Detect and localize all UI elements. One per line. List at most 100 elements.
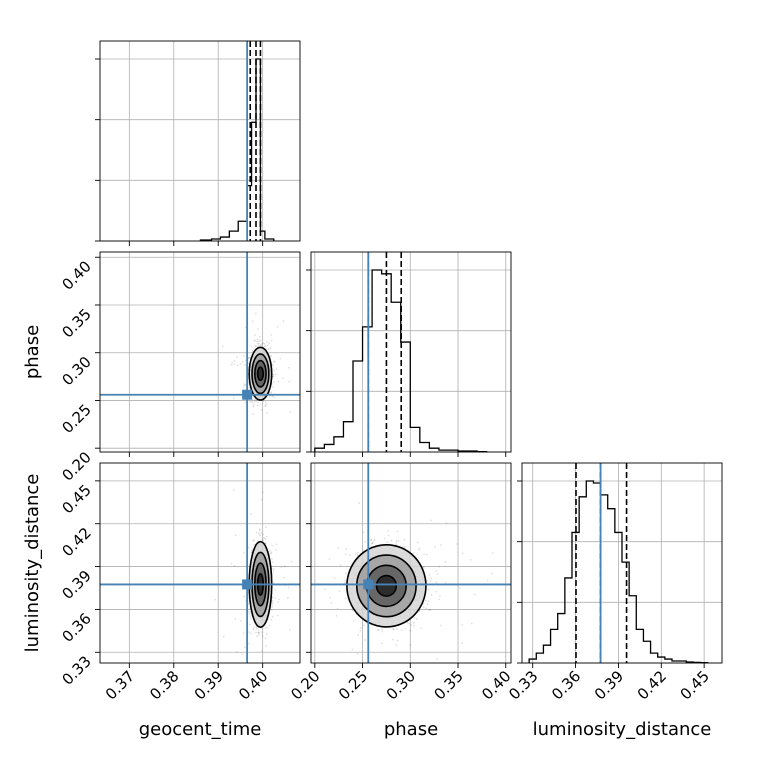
scatter-point: [403, 538, 406, 541]
scatter-point: [420, 627, 423, 630]
scatter-point: [406, 621, 409, 624]
scatter-point: [377, 628, 380, 631]
scatter-point: [364, 639, 366, 641]
scatter-point: [426, 553, 428, 556]
scatter-point: [255, 345, 257, 347]
xtick-label: 0.38: [146, 667, 182, 703]
scatter-point: [324, 588, 326, 591]
scatter-point: [551, 588, 553, 590]
scatter-point: [428, 609, 431, 612]
scatter-point: [357, 634, 360, 636]
scatter-point: [271, 561, 274, 564]
scatter-point: [383, 537, 386, 540]
scatter-point: [242, 551, 245, 554]
scatter-point: [418, 547, 421, 550]
scatter-point: [491, 552, 494, 554]
scatter-point: [244, 364, 246, 366]
scatter-point: [434, 546, 436, 549]
ytick-label: 0.36: [58, 610, 94, 646]
scatter-point: [255, 531, 258, 534]
xtick-label: 0.36: [548, 667, 584, 703]
xaxis-label-luminosity_distance: luminosity_distance: [533, 719, 712, 740]
scatter-point: [264, 404, 267, 407]
scatter-point: [274, 548, 277, 551]
scatter-point: [290, 560, 293, 563]
scatter-point: [409, 644, 412, 646]
scatter-point: [354, 553, 357, 555]
scatter-point: [347, 747, 349, 749]
scatter-point: [438, 565, 440, 568]
xtick-label: 0.40: [478, 667, 514, 703]
scatter-point: [422, 606, 425, 609]
scatter-point: [242, 386, 245, 388]
scatter-point: [265, 403, 268, 406]
scatter-point: [381, 628, 384, 631]
scatter-point: [247, 356, 250, 359]
scatter-point: [270, 557, 273, 560]
scatter-point: [352, 619, 355, 622]
ytick-label: 0.30: [58, 353, 94, 389]
scatter-point: [275, 543, 278, 546]
scatter-point: [435, 581, 438, 584]
xtick-label: 0.42: [634, 667, 670, 703]
scatter-point: [272, 581, 275, 584]
scatter-point: [272, 373, 275, 376]
scatter-point: [234, 534, 237, 537]
scatter-point: [328, 558, 331, 560]
scatter-point: [270, 339, 273, 342]
scatter-point: [258, 528, 261, 531]
scatter-point: [247, 631, 250, 634]
scatter-point: [357, 551, 359, 554]
scatter-point: [256, 338, 259, 341]
scatter-point: [409, 629, 412, 632]
scatter-point: [337, 546, 340, 549]
scatter-point: [376, 665, 378, 667]
scatter-point: [425, 607, 428, 610]
scatter-point: [252, 413, 254, 415]
scatter-point: [381, 630, 384, 633]
scatter-point: [269, 347, 272, 350]
scatter-point: [395, 540, 398, 542]
scatter-point: [277, 601, 279, 604]
scatter-point: [272, 568, 275, 571]
scatter-point: [343, 581, 346, 584]
scatter-point: [473, 593, 476, 596]
contour-line: [248, 346, 273, 401]
contour-line: [256, 366, 265, 382]
scatter-point: [264, 345, 267, 348]
scatter-point: [264, 637, 267, 640]
scatter-point: [387, 530, 389, 532]
xtick-label: 0.39: [591, 667, 627, 703]
scatter-point: [436, 658, 438, 661]
scatter-point: [391, 638, 394, 641]
scatter-point: [257, 401, 260, 404]
scatter-point: [249, 623, 252, 626]
hist-frame: [310, 251, 512, 453]
scatter-point: [280, 566, 283, 569]
scatter-point: [417, 548, 420, 551]
scatter-point: [271, 604, 273, 607]
scatter-point: [410, 624, 412, 627]
scatter-point: [274, 597, 277, 600]
scatter-point: [423, 567, 425, 569]
scatter-point: [344, 597, 347, 600]
scatter-point: [275, 368, 278, 371]
scatter-point: [455, 543, 458, 545]
scatter-point: [412, 625, 415, 627]
scatter-point: [255, 400, 258, 403]
scatter-point: [276, 325, 279, 328]
scatter-point: [395, 644, 398, 646]
scatter-point: [490, 572, 493, 575]
scatter-point: [273, 396, 276, 399]
scatter-point: [253, 543, 256, 546]
scatter-point: [279, 357, 282, 360]
scatter-point: [253, 339, 256, 342]
scatter-point: [214, 598, 217, 601]
density-fill: [376, 575, 397, 597]
panel-geocent_time-phase: [100, 252, 300, 452]
scatter-point: [244, 401, 247, 404]
scatter-point: [232, 363, 235, 366]
scatter-point: [273, 369, 275, 372]
xaxis-label-geocent_time: geocent_time: [139, 719, 262, 740]
scatter-point: [397, 540, 400, 542]
